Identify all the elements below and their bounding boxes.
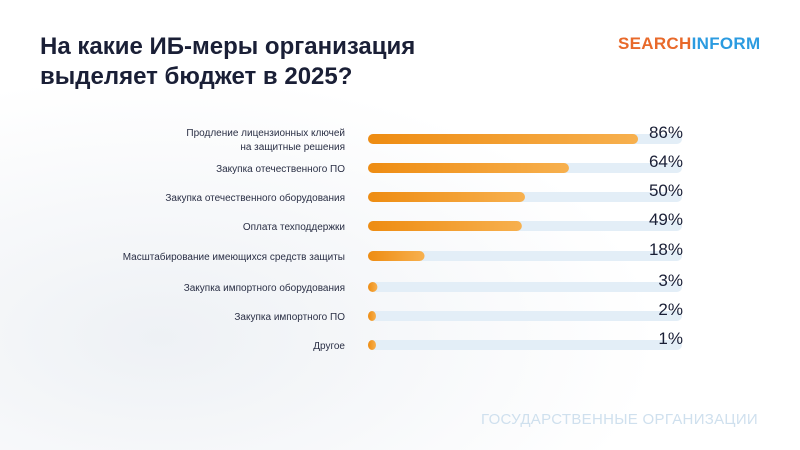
bar-track — [368, 311, 682, 321]
value-label: 64% — [649, 152, 683, 171]
category-label: Оплата техподдержки — [243, 222, 345, 233]
value-label: 86% — [649, 123, 683, 142]
bar — [368, 282, 378, 292]
category-label: Продление лицензионных ключей — [186, 128, 345, 139]
bar — [368, 192, 525, 202]
value-label: 18% — [649, 240, 683, 259]
searchinform-logo: SEARCHINFORM — [618, 34, 761, 53]
bar-track — [368, 340, 682, 350]
bar-track — [368, 251, 682, 261]
bar — [368, 221, 522, 231]
category-label: Закупка отечественного ПО — [216, 164, 345, 175]
value-label: 50% — [649, 181, 683, 200]
value-label: 1% — [658, 329, 683, 348]
segment-label: ГОСУДАРСТВЕННЫЕ ОРГАНИЗАЦИИ — [481, 411, 758, 428]
bar — [368, 251, 425, 261]
bar — [368, 340, 376, 350]
page-title: На какие ИБ-меры организация выделяет бю… — [40, 33, 416, 90]
category-label: на защитные решения — [240, 142, 345, 153]
category-label: Масштабирование имеющихся средств защиты — [123, 251, 345, 263]
bar-track — [368, 282, 682, 292]
category-label: Закупка отечественного оборудования — [165, 192, 345, 204]
category-label: Закупка импортного ПО — [234, 312, 345, 323]
category-label: Закупка импортного оборудования — [184, 282, 345, 294]
bar — [368, 311, 376, 321]
bar — [368, 163, 569, 173]
value-label: 3% — [658, 271, 683, 290]
category-label: Другое — [313, 341, 345, 352]
value-label: 2% — [658, 300, 683, 319]
value-label: 49% — [649, 210, 683, 229]
bar — [368, 134, 639, 144]
